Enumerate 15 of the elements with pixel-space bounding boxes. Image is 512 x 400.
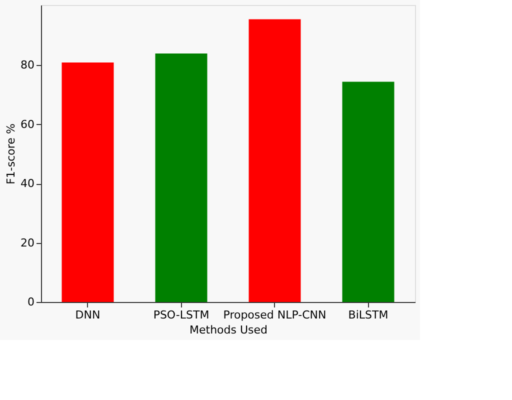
bar <box>155 54 208 302</box>
bar <box>62 62 114 302</box>
y-tick-label: 0 <box>28 296 34 308</box>
bar <box>248 19 301 302</box>
y-axis-title: F1-score % <box>4 124 18 184</box>
x-tick-label: Proposed NLP-CNN <box>223 308 326 322</box>
x-tick-label: DNN <box>75 308 100 322</box>
x-tick-label: PSO-LSTM <box>153 308 210 322</box>
y-tick-label: 60 <box>20 118 34 131</box>
x-axis-title: Methods Used <box>189 324 268 336</box>
y-tick-label: 80 <box>20 58 34 72</box>
y-tick-label: 40 <box>20 177 34 190</box>
y-tick-label: 20 <box>20 236 34 250</box>
x-tick-label: BiLSTM <box>348 308 388 322</box>
bar <box>342 82 394 302</box>
